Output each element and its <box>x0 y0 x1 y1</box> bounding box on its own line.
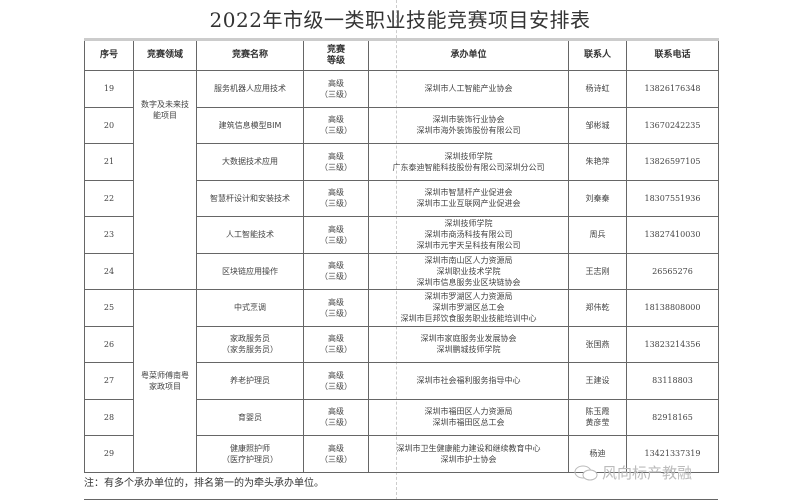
watermark-text: 风向标产教融 <box>602 464 693 482</box>
contact-phone: 83118803 <box>626 362 719 400</box>
table-row: 20 建筑信息模型BIM 高级 （三级） 深圳市装饰行业协会 深圳市海外装饰股份有限公… <box>84 106 719 144</box>
competition-level: 高级 （三级） <box>303 216 369 254</box>
contact-phone: 13826176348 <box>626 70 719 108</box>
contact-person: 陈玉霞 黄彦莹 <box>568 398 627 436</box>
contact-person: 郑伟乾 <box>568 289 627 327</box>
contact-person: 刘秦秦 <box>568 179 627 217</box>
competition-name: 家政服务员 （家务服务员） <box>196 325 304 363</box>
row-number: 20 <box>84 106 134 144</box>
host-organization: 深圳市智慧杆产业促进会 深圳市工业互联网产业促进会 <box>368 179 569 217</box>
table-row: 24 区块链应用操作 高级 （三级） 深圳市南山区人力资源局 深圳职业技术学院 深圳市… <box>84 252 719 290</box>
host-organization: 深圳技师学院 深圳市商汤科技有限公司 深圳市元宇天呈科技有限公司 <box>368 216 569 254</box>
competition-name: 养老护理员 <box>196 362 304 400</box>
competition-level: 高级 （三级） <box>303 252 369 290</box>
host-organization: 深圳市罗湖区人力资源局 深圳市罗湖区总工会 深圳市巨邦饮食服务职业技能培训中心 <box>368 289 569 327</box>
row-number: 24 <box>84 252 134 290</box>
competition-name: 人工智能技术 <box>196 216 304 254</box>
contact-phone: 13826597105 <box>626 143 719 181</box>
header-phone: 联系电话 <box>626 38 719 71</box>
competition-level: 高级 （三级） <box>303 362 369 400</box>
contact-person: 王志刚 <box>568 252 627 290</box>
host-organization: 深圳市卫生健康能力建设和继续教育中心 深圳市护士协会 <box>368 435 569 473</box>
contact-person: 张国燕 <box>568 325 627 363</box>
header-contact: 联系人 <box>568 38 627 71</box>
header-name: 竞赛名称 <box>196 38 304 71</box>
row-number: 29 <box>84 435 134 473</box>
competition-level: 高级 （三级） <box>303 179 369 217</box>
contact-phone: 13827410030 <box>626 216 719 254</box>
row-number: 28 <box>84 398 134 436</box>
host-organization: 深圳市福田区人力资源局 深圳市福田区总工会 <box>368 398 569 436</box>
header-org: 承办单位 <box>368 38 569 71</box>
page-title: 2022年市级一类职业技能竞赛项目安排表 <box>209 8 591 32</box>
competition-level: 高级 （三级） <box>303 398 369 436</box>
host-organization: 深圳市人工智能产业协会 <box>368 70 569 108</box>
contact-phone: 82918165 <box>626 398 719 436</box>
competition-level: 高级 （三级） <box>303 325 369 363</box>
contact-phone: 13421337319 <box>626 435 719 473</box>
contact-person: 王建设 <box>568 362 627 400</box>
competition-name: 建筑信息模型BIM <box>196 106 304 144</box>
table-row: 21 大数据技术应用 高级 （三级） 深圳技师学院 广东泰迪智能科技股份有限公司深圳分… <box>84 143 719 181</box>
row-number: 26 <box>84 325 134 363</box>
competition-name: 大数据技术应用 <box>196 143 304 181</box>
wechat-icon <box>574 465 598 480</box>
row-number: 25 <box>84 289 134 327</box>
competition-level: 高级 （三级） <box>303 435 369 473</box>
row-number: 22 <box>84 179 134 217</box>
contact-phone: 18307551936 <box>626 179 719 217</box>
contact-phone: 26565276 <box>626 252 719 290</box>
contact-phone: 18138808000 <box>626 289 719 327</box>
table-row: 22 智慧杆设计和安装技术 高级 （三级） 深圳市智慧杆产业促进会 深圳市工业互联网产… <box>84 179 719 217</box>
competition-name: 服务机器人应用技术 <box>196 70 304 108</box>
competition-level: 高级 （三级） <box>303 143 369 181</box>
table-row: 27 养老护理员 高级 （三级） 深圳市社会福利服务指导中心 王建设 83118803 <box>84 362 719 400</box>
host-organization: 深圳技师学院 广东泰迪智能科技股份有限公司深圳分公司 <box>368 143 569 181</box>
host-organization: 深圳市社会福利服务指导中心 <box>368 362 569 400</box>
contact-person: 杨诗虹 <box>568 70 627 108</box>
host-organization: 深圳市南山区人力资源局 深圳职业技术学院 深圳市信息服务业区块链协会 <box>368 252 569 290</box>
row-number: 21 <box>84 143 134 181</box>
domain-cell: 粤菜师傅南粤家政项目 <box>133 289 197 473</box>
table-row: 25 粤菜师傅南粤家政项目 中式烹调 高级 （三级） 深圳市罗湖区人力资源局 深圳市罗湖… <box>84 289 719 473</box>
header-level: 竞赛 等级 <box>303 38 369 71</box>
header-no: 序号 <box>84 38 134 71</box>
competition-name: 智慧杆设计和安装技术 <box>196 179 304 217</box>
header-domain: 竞赛领域 <box>133 38 197 71</box>
contact-person: 周兵 <box>568 216 627 254</box>
table-row: 26 家政服务员 （家务服务员） 高级 （三级） 深圳市家庭服务业发展协会 深圳鹏城技… <box>84 325 719 363</box>
row-number: 27 <box>84 362 134 400</box>
competition-level: 高级 （三级） <box>303 70 369 108</box>
competition-name: 育婴员 <box>196 398 304 436</box>
contact-phone: 13670242235 <box>626 106 719 144</box>
host-organization: 深圳市装饰行业协会 深圳市海外装饰股份有限公司 <box>368 106 569 144</box>
table-row: 29 健康照护师 （医疗护理员） 高级 （三级） 深圳市卫生健康能力建设和继续教育中心… <box>84 435 719 473</box>
row-number: 19 <box>84 70 134 108</box>
contact-person: 朱艳萍 <box>568 143 627 181</box>
competition-table: 序号 竞赛领域 竞赛名称 竞赛 等级 承办单位 联系人 联系电话 19 数字及未来技能项目 服务… <box>84 38 719 473</box>
competition-name: 中式烹调 <box>196 289 304 327</box>
contact-person: 杨迪 <box>568 435 627 473</box>
watermark: 风向标产教融 <box>574 462 692 483</box>
row-number: 23 <box>84 216 134 254</box>
host-organization: 深圳市家庭服务业发展协会 深圳鹏城技师学院 <box>368 325 569 363</box>
competition-name: 健康照护师 （医疗护理员） <box>196 435 304 473</box>
competition-level: 高级 （三级） <box>303 106 369 144</box>
table-row: 19 数字及未来技能项目 服务机器人应用技术 高级 （三级） 深圳市人工智能产业协会 杨诗… <box>84 70 719 290</box>
competition-level: 高级 （三级） <box>303 289 369 327</box>
competition-name: 区块链应用操作 <box>196 252 304 290</box>
contact-person: 邹彬城 <box>568 106 627 144</box>
domain-cell: 数字及未来技能项目 <box>133 70 197 290</box>
table-row: 23 人工智能技术 高级 （三级） 深圳技师学院 深圳市商汤科技有限公司 深圳市元宇天… <box>84 216 719 254</box>
contact-phone: 13823214356 <box>626 325 719 363</box>
